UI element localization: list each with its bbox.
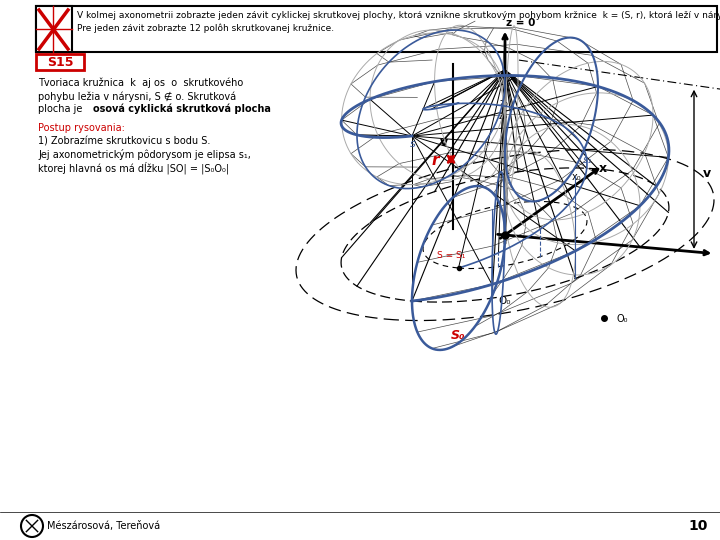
Text: v: v bbox=[440, 136, 449, 148]
Text: .: . bbox=[238, 104, 241, 114]
Text: Postup rysovania:: Postup rysovania: bbox=[38, 123, 125, 133]
Text: s: s bbox=[410, 139, 415, 149]
Text: v: v bbox=[703, 167, 711, 180]
Text: O₀: O₀ bbox=[499, 296, 511, 306]
Text: z₀: z₀ bbox=[499, 111, 508, 122]
Text: Mészárosová, Tereňová: Mészárosová, Tereňová bbox=[47, 521, 160, 531]
Bar bbox=[36, 54, 84, 70]
Text: s₁: s₁ bbox=[582, 155, 592, 165]
Text: x₀: x₀ bbox=[572, 172, 582, 182]
Text: z₀: z₀ bbox=[500, 98, 509, 108]
Bar bbox=[36, 6, 717, 52]
Bar bbox=[36, 6, 72, 52]
Text: S = S₁: S = S₁ bbox=[437, 252, 466, 260]
Text: osová cyklická skrutková plocha: osová cyklická skrutková plocha bbox=[93, 104, 271, 114]
Text: 1) Zobrazíme skrutkovicu s bodu S.: 1) Zobrazíme skrutkovicu s bodu S. bbox=[38, 136, 210, 146]
Text: x: x bbox=[599, 163, 607, 176]
Text: r: r bbox=[432, 152, 439, 167]
Text: S₀: S₀ bbox=[451, 329, 466, 342]
Text: pohybu ležia v nárysni, S ∉ o. Skrutková: pohybu ležia v nárysni, S ∉ o. Skrutková bbox=[38, 91, 236, 102]
Text: Jej axonometrickým pôdorysom je elipsa s₁,: Jej axonometrickým pôdorysom je elipsa s… bbox=[38, 149, 251, 160]
Text: ktorej hlavná os má dĺžku |SO| = |S₀O₀|: ktorej hlavná os má dĺžku |SO| = |S₀O₀| bbox=[38, 162, 229, 174]
Text: O₀: O₀ bbox=[616, 314, 628, 323]
Text: V kolmej axonometrii zobrazte jeden závit cyklickej skrutkovej plochy, ktorá vzn: V kolmej axonometrii zobrazte jeden závi… bbox=[77, 10, 720, 33]
Text: Tvoriaca kružnica  k  aj os  o  skrutkového: Tvoriaca kružnica k aj os o skrutkového bbox=[38, 78, 243, 89]
Text: z = 0: z = 0 bbox=[505, 18, 535, 29]
Text: S15: S15 bbox=[47, 56, 73, 69]
Text: 10: 10 bbox=[688, 519, 708, 533]
Text: plocha je: plocha je bbox=[38, 104, 89, 114]
